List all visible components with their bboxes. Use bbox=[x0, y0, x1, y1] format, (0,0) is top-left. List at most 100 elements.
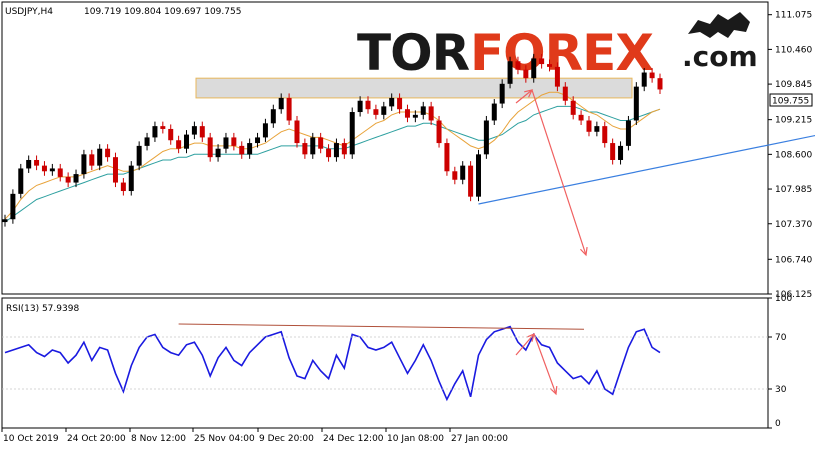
ohlc-values: 109.719 109.804 109.697 109.755 bbox=[84, 7, 241, 17]
price-candle-body bbox=[152, 126, 157, 137]
price-candle-body bbox=[468, 166, 473, 197]
price-candle-body bbox=[334, 143, 339, 157]
price-candle-body bbox=[413, 115, 418, 118]
price-candle-body bbox=[421, 106, 426, 114]
price-candle-body bbox=[81, 154, 86, 174]
x-axis-tick-label: 24 Dec 12:00 bbox=[323, 434, 384, 444]
price-candle-body bbox=[500, 84, 505, 104]
price-candle-body bbox=[460, 166, 465, 180]
current-price-value: 109.755 bbox=[772, 97, 809, 107]
price-axis-tick-label: 111.075 bbox=[775, 11, 812, 21]
price-axis-tick-label: 107.985 bbox=[775, 185, 812, 195]
price-candle-body bbox=[523, 70, 528, 78]
price-candle-body bbox=[342, 143, 347, 154]
rsi-panel bbox=[2, 298, 768, 428]
x-axis-tick-label: 10 Oct 2019 bbox=[3, 434, 59, 444]
price-candle-body bbox=[89, 154, 94, 165]
price-candle-body bbox=[113, 157, 118, 182]
price-candle-body bbox=[18, 168, 23, 193]
price-candle-body bbox=[168, 129, 173, 140]
price-candle-body bbox=[381, 106, 386, 114]
price-candle-body bbox=[121, 183, 126, 191]
price-candle-body bbox=[208, 137, 213, 157]
price-candle-body bbox=[579, 115, 584, 121]
price-candle-body bbox=[192, 126, 197, 134]
price-candle-body bbox=[594, 126, 599, 132]
rsi-axis-tick-label: 70 bbox=[775, 333, 787, 343]
price-candle-body bbox=[539, 58, 544, 64]
price-candle-body bbox=[563, 87, 568, 101]
price-candle-body bbox=[555, 67, 560, 87]
x-axis-tick-label: 27 Jan 00:00 bbox=[451, 434, 508, 444]
price-axis-tick-label: 106.740 bbox=[775, 255, 812, 265]
price-candle-body bbox=[610, 143, 615, 160]
price-candle-body bbox=[302, 143, 307, 154]
price-candle-body bbox=[10, 194, 15, 219]
price-candle-body bbox=[618, 146, 623, 160]
price-candle-body bbox=[650, 73, 655, 79]
current-price-tag: 109.755 bbox=[770, 94, 812, 107]
price-candle-body bbox=[318, 137, 323, 148]
price-candle-body bbox=[184, 135, 189, 149]
price-candle-body bbox=[200, 126, 205, 137]
price-candle-body bbox=[492, 104, 497, 121]
price-axis-tick-label: 107.370 bbox=[775, 220, 812, 230]
price-candle-body bbox=[26, 160, 31, 168]
price-candle-body bbox=[160, 126, 165, 129]
price-candle-body bbox=[602, 126, 607, 143]
price-candle-body bbox=[129, 166, 134, 191]
logo-forex-text: FOREX bbox=[470, 24, 653, 82]
x-axis-tick-label: 25 Nov 04:00 bbox=[194, 434, 255, 444]
price-candle-body bbox=[571, 101, 576, 115]
rsi-axis-tick-label: 100 bbox=[775, 294, 792, 304]
price-candle-body bbox=[216, 149, 221, 157]
rsi-axis-tick-label: 30 bbox=[775, 385, 787, 395]
price-candle-body bbox=[642, 73, 647, 87]
price-candle-body bbox=[97, 149, 102, 166]
price-candle-body bbox=[452, 171, 457, 179]
price-candle-body bbox=[389, 98, 394, 106]
price-candle-body bbox=[42, 166, 47, 172]
x-axis-tick-label: 10 Jan 08:00 bbox=[387, 434, 444, 444]
price-candle-body bbox=[397, 98, 402, 109]
price-candle-body bbox=[105, 149, 110, 157]
price-candle-body bbox=[255, 137, 260, 143]
price-candle-body bbox=[326, 149, 331, 157]
x-axis-tick-label: 24 Oct 20:00 bbox=[67, 434, 126, 444]
price-candle-body bbox=[658, 78, 663, 89]
price-candle-body bbox=[310, 137, 315, 154]
price-candle-body bbox=[279, 98, 284, 109]
price-candle-body bbox=[271, 109, 276, 123]
price-candle-body bbox=[515, 61, 520, 69]
price-candle-body bbox=[176, 140, 181, 148]
price-candle-body bbox=[3, 219, 8, 222]
price-candle-body bbox=[239, 146, 244, 154]
price-candle-body bbox=[294, 120, 299, 143]
price-candle-body bbox=[531, 58, 536, 78]
price-candle-body bbox=[508, 61, 513, 84]
logo-tor-text: TOR bbox=[357, 24, 470, 82]
symbol-timeframe-label: USDJPY,H4 bbox=[5, 7, 53, 17]
price-candle-body bbox=[145, 137, 150, 145]
price-candle-body bbox=[484, 120, 489, 154]
price-axis-tick-label: 109.845 bbox=[775, 80, 812, 90]
price-axis-tick-label: 109.215 bbox=[775, 116, 812, 126]
price-candle-body bbox=[429, 106, 434, 120]
price-candle-body bbox=[74, 174, 79, 182]
price-candle-body bbox=[476, 154, 481, 196]
price-candle-body bbox=[626, 120, 631, 145]
price-candle-body bbox=[547, 64, 552, 67]
price-axis-tick-label: 108.600 bbox=[775, 150, 812, 160]
price-candle-body bbox=[437, 120, 442, 143]
rsi-axis-tick-label: 0 bbox=[775, 419, 781, 429]
price-candle-body bbox=[34, 160, 39, 166]
price-candle-body bbox=[247, 143, 252, 154]
price-candle-body bbox=[358, 101, 363, 112]
price-candle-body bbox=[50, 168, 55, 171]
price-candle-body bbox=[287, 98, 292, 121]
price-candle-body bbox=[634, 87, 639, 121]
price-candle-body bbox=[366, 101, 371, 109]
price-candle-body bbox=[231, 137, 236, 145]
